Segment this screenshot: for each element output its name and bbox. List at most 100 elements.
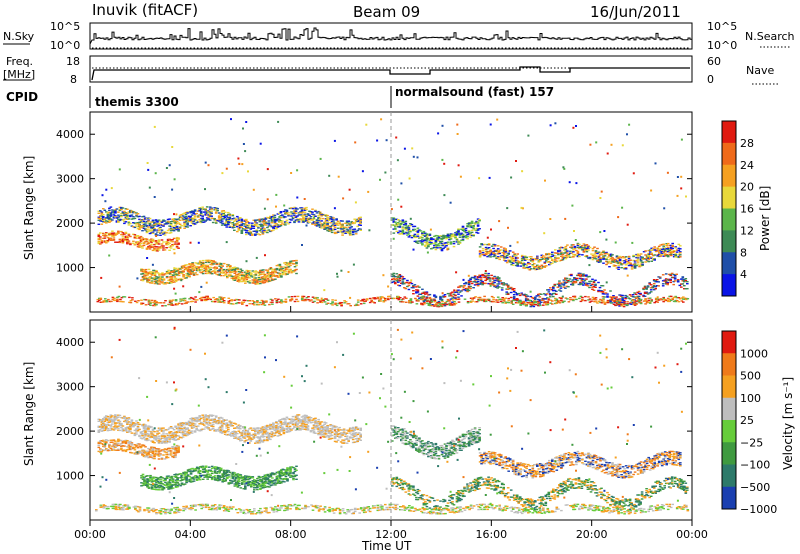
- data-cell: [175, 245, 179, 248]
- data-cell: [143, 269, 146, 271]
- data-cell: [452, 235, 456, 238]
- data-cell: [273, 224, 277, 227]
- data-cell: [433, 238, 436, 241]
- data-cell: [592, 281, 596, 283]
- data-cell: [502, 259, 506, 261]
- data-cell: [469, 301, 473, 303]
- data-cell: [160, 430, 164, 432]
- data-cell: [155, 271, 158, 273]
- data-cell: [575, 182, 578, 185]
- data-cell: [458, 242, 462, 244]
- data-cell: [255, 219, 259, 221]
- data-cell: [153, 302, 157, 305]
- data-cell: [201, 214, 204, 216]
- data-cell: [102, 426, 105, 428]
- data-cell: [471, 298, 474, 300]
- data-cell: [158, 273, 161, 275]
- data-cell: [162, 233, 165, 235]
- data-cell: [139, 225, 143, 227]
- data-cell: [313, 216, 316, 219]
- data-cell: [276, 218, 280, 220]
- data-cell: [336, 220, 340, 222]
- data-cell: [126, 243, 129, 245]
- data-cell: [347, 220, 350, 222]
- data-cell: [347, 232, 350, 234]
- data-cell: [220, 218, 224, 220]
- data-cell: [359, 220, 362, 222]
- data-cell: [415, 241, 418, 243]
- data-cell: [285, 219, 289, 221]
- data-cell: [103, 241, 107, 243]
- data-cell: [530, 258, 533, 260]
- data-cell: [520, 259, 524, 262]
- data-cell: [558, 297, 562, 299]
- data-cell: [127, 430, 131, 432]
- data-cell: [151, 219, 155, 221]
- data-cell: [262, 269, 265, 271]
- data-cell: [272, 225, 275, 227]
- data-cell: [262, 303, 265, 305]
- data-cell: [302, 295, 306, 298]
- data-cell: [189, 217, 192, 219]
- data-cell: [165, 242, 168, 244]
- data-cell: [173, 271, 176, 273]
- data-cell: [220, 220, 224, 222]
- data-cell: [189, 225, 192, 227]
- data-cell: [443, 236, 447, 238]
- data-cell: [508, 250, 512, 252]
- data-cell: [142, 225, 146, 228]
- data-cell: [121, 417, 125, 419]
- data-cell: [624, 264, 628, 266]
- data-cell: [314, 210, 317, 212]
- data-cell: [243, 219, 247, 221]
- data-cell: [619, 301, 623, 303]
- data-cell: [513, 255, 516, 257]
- data-cell: [513, 259, 516, 261]
- data-cell: [657, 299, 661, 301]
- data-cell: [148, 239, 152, 241]
- data-cell: [154, 241, 158, 243]
- data-cell: [111, 420, 114, 422]
- cpid-row: CPID themis 3300 normalsound (fast) 157: [6, 85, 554, 109]
- data-cell: [579, 295, 583, 298]
- data-cell: [252, 219, 256, 221]
- data-cell: [129, 421, 132, 424]
- data-cell: [433, 242, 436, 245]
- data-cell: [642, 251, 646, 253]
- data-cell: [361, 170, 364, 173]
- data-cell: [500, 283, 504, 285]
- data-cell: [474, 296, 477, 298]
- data-cell: [244, 275, 247, 277]
- data-cell: [153, 225, 156, 227]
- data-cell: [590, 300, 593, 302]
- data-cell: [493, 275, 496, 278]
- data-cell: [409, 223, 412, 225]
- data-cell: [186, 272, 190, 274]
- data-cell: [404, 226, 408, 229]
- data-cell: [620, 263, 623, 265]
- data-cell: [531, 265, 535, 267]
- data-cell: [415, 299, 419, 301]
- data-cell: [464, 234, 468, 237]
- data-cell: [203, 298, 206, 301]
- data-cell: [320, 301, 324, 304]
- data-cell: [278, 273, 282, 276]
- data-cell: [398, 285, 402, 287]
- data-cell: [146, 278, 149, 280]
- data-cell: [231, 214, 235, 216]
- data-cell: [531, 260, 535, 262]
- data-cell: [189, 211, 192, 213]
- data-cell: [114, 425, 117, 427]
- data-cell: [522, 300, 525, 303]
- data-cell: [248, 222, 251, 224]
- data-cell: [180, 271, 184, 274]
- data-cell: [186, 223, 189, 225]
- data-cell: [443, 294, 447, 296]
- data-cell: [115, 422, 119, 424]
- data-cell: [674, 254, 677, 256]
- data-cell: [664, 281, 668, 283]
- data-cell: [267, 220, 271, 222]
- data-cell: [154, 246, 158, 248]
- data-cell: [144, 438, 147, 440]
- data-cell: [335, 219, 338, 221]
